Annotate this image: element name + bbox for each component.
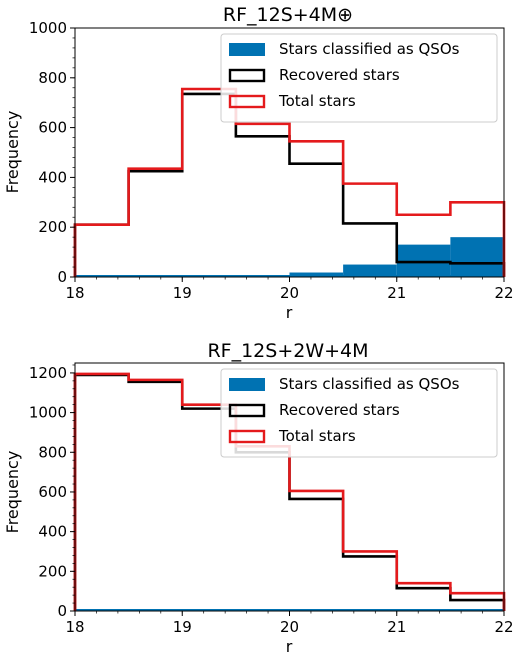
legend-swatch-qso — [229, 43, 265, 56]
y-tick-label: 600 — [38, 119, 67, 137]
x-tick-label: 21 — [387, 284, 406, 302]
x-tick-label: 22 — [494, 618, 513, 636]
x-tick-label: 18 — [65, 284, 84, 302]
y-tick-label: 800 — [38, 69, 67, 87]
legend-label: Stars classified as QSOs — [279, 40, 460, 58]
y-tick-label: 0 — [57, 602, 67, 620]
y-tick-label: 1000 — [29, 19, 67, 37]
legend-label: Recovered stars — [279, 401, 400, 419]
y-tick-label: 400 — [38, 168, 67, 186]
x-axis-label: r — [286, 637, 293, 656]
x-axis-label: r — [286, 303, 293, 322]
legend-swatch-recovered — [228, 403, 266, 418]
y-tick-label: 800 — [38, 443, 67, 461]
y-axis-label: Frequency — [3, 111, 22, 194]
y-tick-label: 0 — [57, 268, 67, 286]
legend-swatch-total — [228, 94, 266, 109]
total-stars-step — [73, 372, 506, 611]
y-tick-label: 1200 — [29, 364, 67, 382]
qso-bar — [450, 237, 504, 277]
chart-title: RF_12S+4M⊕ — [223, 4, 353, 26]
legend-label: Recovered stars — [279, 66, 400, 84]
x-tick-label: 22 — [494, 284, 513, 302]
x-tick-label: 19 — [173, 284, 192, 302]
plot-area — [73, 87, 506, 277]
chart-title: RF_12S+2W+4M — [207, 340, 368, 362]
plot-area — [73, 372, 506, 611]
legend-swatch-qso — [229, 378, 265, 391]
legend-swatch-total — [228, 429, 266, 444]
y-tick-label: 400 — [38, 523, 67, 541]
y-axis-label: Frequency — [3, 451, 22, 534]
qso-bar — [289, 272, 344, 277]
x-tick-label: 19 — [173, 618, 192, 636]
qso-bar — [343, 264, 397, 277]
y-tick-label: 600 — [38, 483, 67, 501]
legend-swatch-recovered — [228, 68, 266, 83]
legend-label: Stars classified as QSOs — [279, 375, 460, 393]
x-tick-label: 21 — [387, 618, 406, 636]
legend-box — [220, 33, 498, 123]
legend-box — [220, 368, 498, 458]
legend-label: Total stars — [278, 92, 356, 110]
bottom-panel: RF_12S+2W+4M r Frequency 18 19 20 21 22 0 200 4… — [3, 340, 514, 656]
y-tick-label: 1000 — [29, 404, 67, 422]
x-tick-label: 20 — [280, 284, 299, 302]
total-stars-step — [73, 87, 506, 277]
legend: Stars classified as QSOs Recovered stars T… — [220, 368, 498, 458]
legend-label: Total stars — [278, 427, 356, 445]
x-tick-label: 20 — [280, 618, 299, 636]
top-panel: RF_12S+4M⊕ r Frequency 18 19 20 21 22 0 200 400… — [3, 4, 514, 322]
y-tick-label: 200 — [38, 562, 67, 580]
x-tick-label: 18 — [65, 618, 84, 636]
y-tick-label: 200 — [38, 218, 67, 236]
legend: Stars classified as QSOs Recovered stars T… — [220, 33, 498, 123]
